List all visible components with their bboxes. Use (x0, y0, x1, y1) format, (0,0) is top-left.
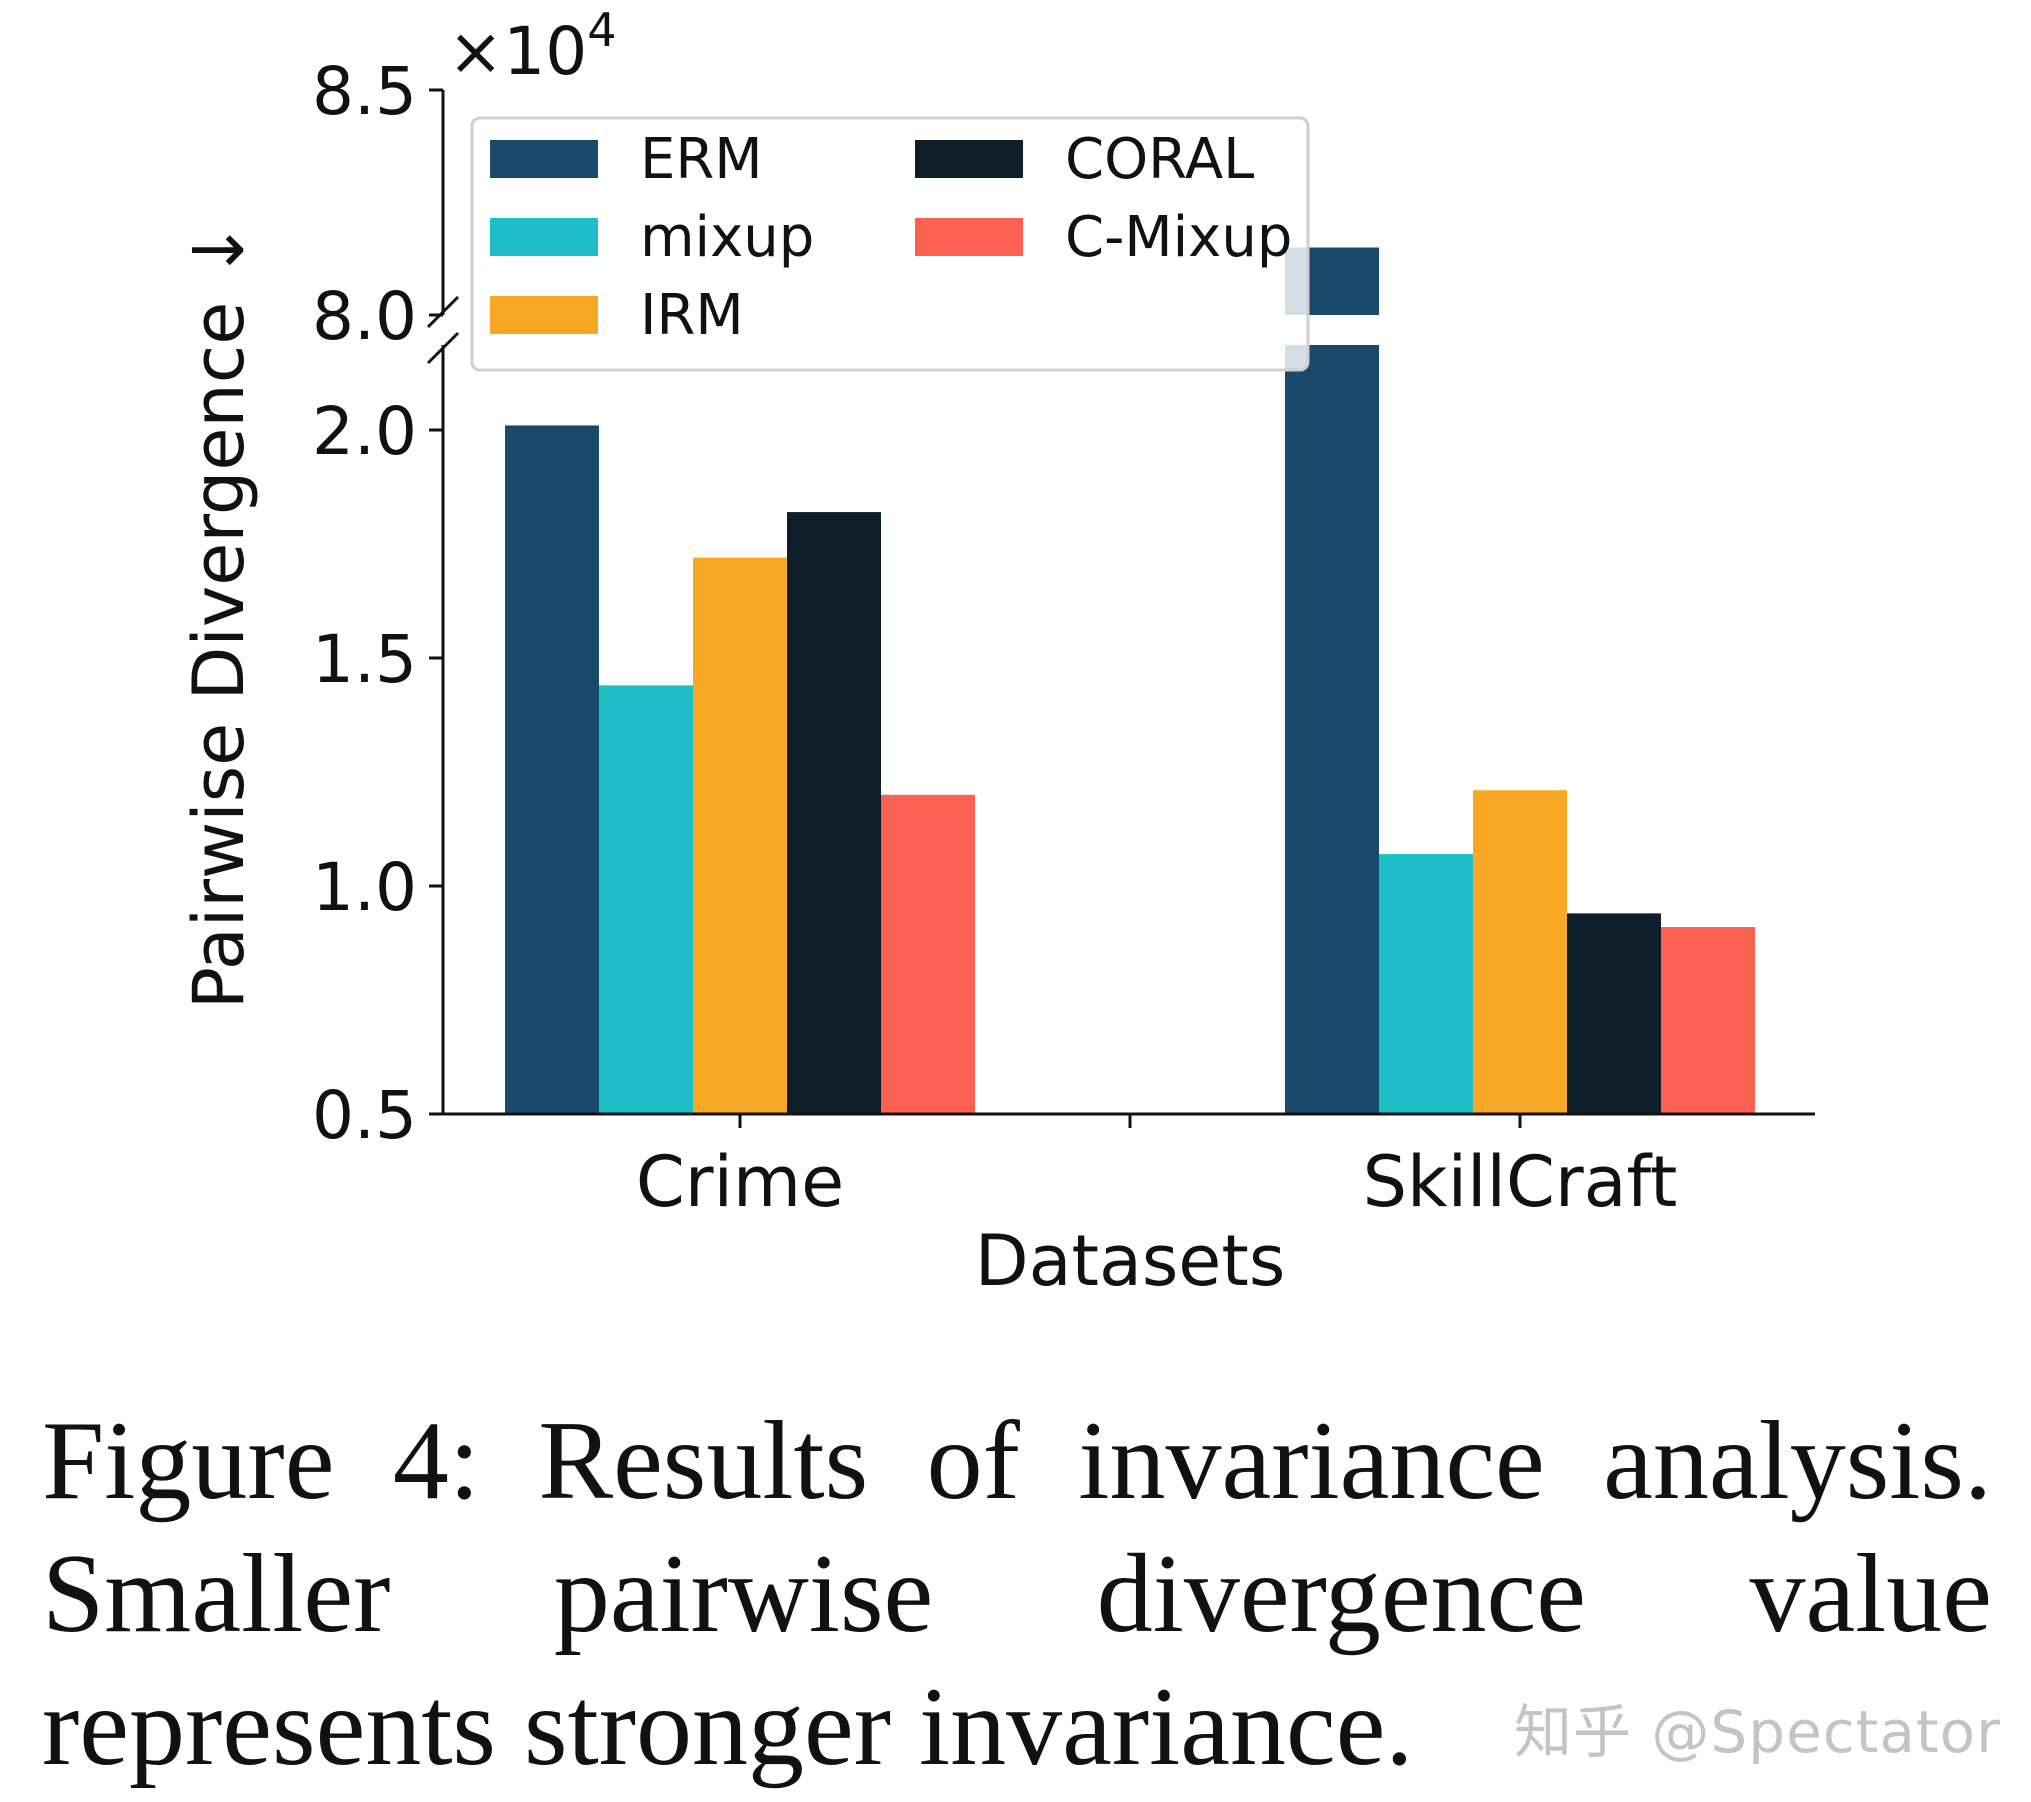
bar-erm-skillcraft-lower (1285, 345, 1379, 1114)
x-tick-label: Crime (636, 1141, 844, 1223)
legend-swatch-coral (915, 140, 1023, 178)
legend-swatch-irm (490, 296, 598, 334)
y-tick-label: 2.0 (312, 393, 417, 470)
axis-break-mark-lower (426, 331, 460, 365)
ticks-layer: 0.5 1.0 1.5 2.0 8.0 8.5 Crime SkillCraft (312, 53, 1677, 1223)
legend-label-c-mixup: C-Mixup (1065, 205, 1292, 270)
x-tick-label: SkillCraft (1363, 1141, 1678, 1223)
bar-erm-crime (505, 425, 599, 1114)
y-tick-label: 0.5 (312, 1077, 417, 1154)
y-axis-label: Pairwise Divergence ↓ (178, 221, 260, 1009)
bar-irm-skillcraft (1473, 790, 1567, 1114)
legend-swatch-mixup (490, 218, 598, 256)
y-multiplier: ×104 (448, 3, 617, 90)
bar-mixup-crime (599, 685, 693, 1114)
legend-label-erm: ERM (640, 127, 763, 192)
legend: ERM mixup IRM CORAL C-Mixup (470, 116, 1310, 372)
watermark: 知乎 @Spectator (1514, 1698, 2001, 1766)
bars-layer (505, 247, 1755, 1114)
figure-caption: Figure 4: Results of invariance analysis… (42, 1399, 1992, 1789)
y-tick-label: 8.0 (312, 278, 417, 355)
bar-c-mixup-crime (881, 794, 975, 1114)
legend-label-coral: CORAL (1065, 127, 1254, 192)
legend-label-irm: IRM (640, 283, 744, 348)
legend-items: ERM mixup IRM CORAL C-Mixup (490, 127, 1292, 348)
bar-coral-crime (787, 512, 881, 1114)
y-tick-label: 1.0 (312, 849, 417, 926)
axis-break-mark-upper (426, 295, 460, 329)
legend-swatch-c-mixup (915, 218, 1023, 256)
bar-mixup-skillcraft (1379, 854, 1473, 1114)
legend-box (470, 116, 1310, 372)
bar-irm-crime (693, 557, 787, 1114)
legend-swatch-erm (490, 140, 598, 178)
bar-coral-skillcraft (1567, 913, 1661, 1114)
y-tick-label: 1.5 (312, 621, 417, 698)
y-tick-label: 8.5 (312, 53, 417, 130)
bar-c-mixup-skillcraft (1661, 927, 1755, 1114)
legend-label-mixup: mixup (640, 205, 814, 270)
x-axis-label: Datasets (975, 1220, 1286, 1302)
